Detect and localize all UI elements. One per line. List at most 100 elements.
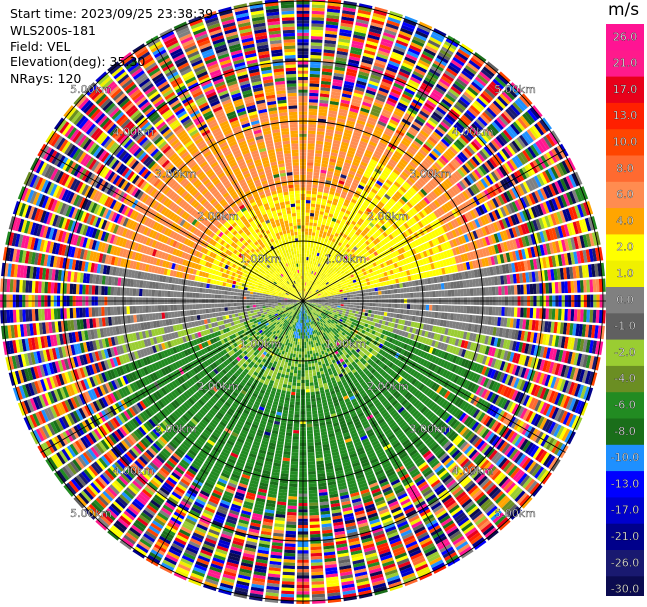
velocity-gate — [312, 248, 316, 252]
velocity-gate — [369, 25, 383, 32]
velocity-gate — [315, 229, 320, 234]
velocity-gate — [371, 15, 386, 23]
velocity-gate — [347, 173, 355, 179]
velocity-gate — [352, 307, 357, 311]
velocity-gate — [347, 302, 351, 305]
velocity-gate — [460, 43, 474, 54]
velocity-gate — [335, 60, 347, 65]
velocity-gate — [424, 102, 435, 111]
velocity-gate — [338, 153, 346, 159]
velocity-gate — [379, 84, 391, 91]
velocity-gate — [307, 244, 311, 248]
velocity-gate — [324, 186, 330, 191]
velocity-gate — [364, 210, 370, 216]
velocity-gate — [397, 101, 408, 110]
velocity-gate — [337, 44, 350, 50]
velocity-gate — [325, 21, 339, 26]
velocity-gate — [414, 182, 422, 190]
velocity-gate — [387, 97, 398, 105]
velocity-gate — [303, 272, 306, 276]
velocity-gate — [422, 159, 431, 168]
velocity-gate — [310, 267, 313, 271]
velocity-gate — [360, 231, 366, 237]
velocity-gate — [454, 54, 467, 64]
velocity-gate — [306, 190, 312, 194]
velocity-gate — [353, 128, 363, 135]
velocity-gate — [308, 231, 312, 236]
velocity-gate — [389, 312, 394, 318]
velocity-gate — [311, 251, 315, 255]
velocity-gate — [324, 33, 337, 38]
velocity-gate — [314, 210, 320, 215]
velocity-gate — [441, 290, 445, 297]
velocity-gate — [447, 131, 457, 141]
velocity-gate — [468, 59, 481, 70]
velocity-gate — [400, 65, 413, 73]
velocity-gate — [355, 172, 363, 179]
velocity-gate — [342, 310, 346, 314]
velocity-gate — [386, 164, 394, 171]
velocity-gate — [311, 32, 323, 37]
velocity-gate — [305, 215, 310, 220]
velocity-gate — [336, 53, 348, 59]
velocity-gate — [446, 90, 458, 101]
velocity-gate — [523, 307, 527, 318]
velocity-gate — [480, 92, 492, 104]
velocity-gate — [309, 83, 320, 87]
velocity-gate — [305, 296, 308, 299]
velocity-gate — [400, 303, 404, 309]
velocity-gate — [349, 304, 354, 308]
velocity-gate — [340, 221, 345, 226]
velocity-gate — [369, 113, 379, 120]
velocity-gate — [341, 171, 348, 176]
velocity-gate — [309, 287, 312, 291]
velocity-gate — [347, 284, 352, 288]
velocity-gate — [324, 225, 330, 230]
velocity-gate — [383, 205, 390, 212]
velocity-gate — [346, 304, 351, 307]
velocity-gate — [319, 99, 329, 104]
velocity-gate — [357, 9, 372, 16]
velocity-gate — [350, 104, 360, 111]
velocity-gate — [356, 15, 370, 22]
velocity-gate — [338, 35, 351, 41]
velocity-gate — [414, 169, 422, 177]
velocity-gate — [436, 143, 446, 152]
velocity-gate — [488, 306, 493, 316]
velocity-gate — [304, 253, 307, 257]
velocity-gate — [403, 287, 407, 293]
velocity-gate — [325, 272, 329, 276]
velocity-gate — [314, 216, 319, 221]
velocity-gate — [350, 302, 354, 305]
velocity-gate — [343, 83, 354, 90]
velocity-gate — [366, 224, 373, 230]
velocity-gate — [348, 204, 354, 210]
velocity-gate — [404, 56, 417, 65]
velocity-gate — [305, 218, 310, 223]
velocity-gate — [366, 196, 373, 202]
velocity-gate — [365, 292, 370, 296]
velocity-gate — [327, 269, 332, 274]
velocity-gate — [335, 57, 347, 62]
velocity-gate — [377, 212, 384, 219]
velocity-gate — [365, 40, 379, 47]
velocity-gate — [496, 73, 509, 85]
velocity-gate — [321, 254, 325, 259]
velocity-gate — [314, 283, 318, 287]
velocity-gate — [391, 156, 399, 163]
velocity-gate — [333, 198, 339, 203]
velocity-gate — [318, 299, 322, 301]
velocity-gate — [561, 308, 565, 321]
velocity-gate — [472, 306, 477, 314]
velocity-gate — [305, 228, 309, 232]
velocity-gate — [363, 95, 374, 102]
velocity-gate — [370, 228, 376, 234]
velocity-gate — [422, 105, 433, 114]
velocity-gate — [344, 80, 355, 86]
velocity-gate — [319, 264, 323, 268]
velocity-gate — [303, 288, 305, 292]
velocity-gate — [320, 224, 326, 229]
velocity-gate — [304, 288, 306, 292]
velocity-gate — [355, 311, 359, 315]
velocity-gate — [393, 308, 398, 313]
